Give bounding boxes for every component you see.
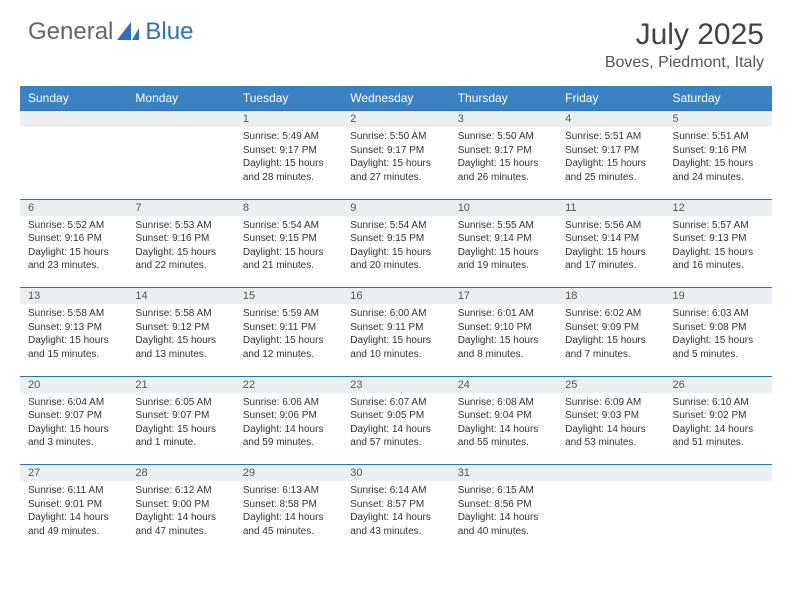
day-content-cell: Sunrise: 5:57 AMSunset: 9:13 PMDaylight:… [665,216,772,288]
day-content-cell: Sunrise: 5:56 AMSunset: 9:14 PMDaylight:… [557,216,664,288]
weekday-header: Thursday [450,86,557,111]
weekday-header-row: SundayMondayTuesdayWednesdayThursdayFrid… [20,86,772,111]
day-content-cell: Sunrise: 6:07 AMSunset: 9:05 PMDaylight:… [342,393,449,465]
day-number-cell: 26 [665,376,772,393]
day-number-cell: 2 [342,111,449,128]
day-number-cell: 9 [342,199,449,216]
day-number-cell: 29 [235,465,342,482]
day-content-row: Sunrise: 6:11 AMSunset: 9:01 PMDaylight:… [20,481,772,553]
weekday-header: Monday [127,86,234,111]
day-number-cell: 21 [127,376,234,393]
location-text: Boves, Piedmont, Italy [605,54,764,72]
day-content-row: Sunrise: 5:58 AMSunset: 9:13 PMDaylight:… [20,304,772,376]
day-number-cell [127,111,234,128]
day-number-cell: 12 [665,199,772,216]
day-content-cell: Sunrise: 5:59 AMSunset: 9:11 PMDaylight:… [235,304,342,376]
day-number-cell [20,111,127,128]
day-number-cell [665,465,772,482]
day-number-cell: 10 [450,199,557,216]
day-content-cell: Sunrise: 6:05 AMSunset: 9:07 PMDaylight:… [127,393,234,465]
day-content-cell: Sunrise: 5:50 AMSunset: 9:17 PMDaylight:… [342,127,449,199]
day-content-row: Sunrise: 6:04 AMSunset: 9:07 PMDaylight:… [20,393,772,465]
day-number-cell: 6 [20,199,127,216]
day-content-cell [665,481,772,553]
weekday-header: Tuesday [235,86,342,111]
day-number-cell: 19 [665,288,772,305]
day-number-cell: 16 [342,288,449,305]
weekday-header: Wednesday [342,86,449,111]
day-content-cell: Sunrise: 6:03 AMSunset: 9:08 PMDaylight:… [665,304,772,376]
weekday-header: Friday [557,86,664,111]
day-content-cell: Sunrise: 6:10 AMSunset: 9:02 PMDaylight:… [665,393,772,465]
day-number-cell: 13 [20,288,127,305]
day-number-row: 6789101112 [20,199,772,216]
brand-logo: General Blue [28,18,193,46]
day-number-cell: 4 [557,111,664,128]
day-content-cell: Sunrise: 5:55 AMSunset: 9:14 PMDaylight:… [450,216,557,288]
day-content-cell [127,127,234,199]
day-number-cell: 25 [557,376,664,393]
weekday-header: Saturday [665,86,772,111]
day-number-cell [557,465,664,482]
day-content-cell: Sunrise: 5:58 AMSunset: 9:13 PMDaylight:… [20,304,127,376]
calendar-table: SundayMondayTuesdayWednesdayThursdayFrid… [20,86,772,553]
day-number-cell: 11 [557,199,664,216]
day-number-row: 13141516171819 [20,288,772,305]
day-content-cell: Sunrise: 5:52 AMSunset: 9:16 PMDaylight:… [20,216,127,288]
day-number-cell: 14 [127,288,234,305]
day-number-cell: 1 [235,111,342,128]
day-content-cell [557,481,664,553]
day-number-cell: 24 [450,376,557,393]
day-number-cell: 31 [450,465,557,482]
day-number-cell: 18 [557,288,664,305]
day-content-cell: Sunrise: 6:08 AMSunset: 9:04 PMDaylight:… [450,393,557,465]
day-content-row: Sunrise: 5:49 AMSunset: 9:17 PMDaylight:… [20,127,772,199]
day-content-cell: Sunrise: 5:53 AMSunset: 9:16 PMDaylight:… [127,216,234,288]
day-content-cell: Sunrise: 6:14 AMSunset: 8:57 PMDaylight:… [342,481,449,553]
brand-part2: Blue [145,18,193,46]
day-number-cell: 27 [20,465,127,482]
day-number-cell: 15 [235,288,342,305]
day-content-cell: Sunrise: 5:54 AMSunset: 9:15 PMDaylight:… [342,216,449,288]
day-content-cell: Sunrise: 5:54 AMSunset: 9:15 PMDaylight:… [235,216,342,288]
day-number-cell: 20 [20,376,127,393]
day-number-cell: 17 [450,288,557,305]
title-block: July 2025 Boves, Piedmont, Italy [605,18,764,72]
day-content-cell: Sunrise: 6:11 AMSunset: 9:01 PMDaylight:… [20,481,127,553]
day-number-cell: 3 [450,111,557,128]
day-content-cell: Sunrise: 5:49 AMSunset: 9:17 PMDaylight:… [235,127,342,199]
day-content-cell: Sunrise: 5:51 AMSunset: 9:16 PMDaylight:… [665,127,772,199]
day-content-cell: Sunrise: 6:02 AMSunset: 9:09 PMDaylight:… [557,304,664,376]
day-number-cell: 5 [665,111,772,128]
day-content-cell: Sunrise: 5:50 AMSunset: 9:17 PMDaylight:… [450,127,557,199]
day-number-cell: 8 [235,199,342,216]
day-content-cell: Sunrise: 6:00 AMSunset: 9:11 PMDaylight:… [342,304,449,376]
day-content-cell: Sunrise: 6:01 AMSunset: 9:10 PMDaylight:… [450,304,557,376]
day-content-cell: Sunrise: 6:12 AMSunset: 9:00 PMDaylight:… [127,481,234,553]
day-number-cell: 28 [127,465,234,482]
day-number-cell: 7 [127,199,234,216]
weekday-header: Sunday [20,86,127,111]
day-number-cell: 23 [342,376,449,393]
day-number-row: 12345 [20,111,772,128]
day-number-cell: 30 [342,465,449,482]
day-content-cell: Sunrise: 6:04 AMSunset: 9:07 PMDaylight:… [20,393,127,465]
brand-logo-icon [115,20,143,45]
day-content-row: Sunrise: 5:52 AMSunset: 9:16 PMDaylight:… [20,216,772,288]
day-content-cell [20,127,127,199]
day-content-cell: Sunrise: 6:15 AMSunset: 8:56 PMDaylight:… [450,481,557,553]
day-content-cell: Sunrise: 5:58 AMSunset: 9:12 PMDaylight:… [127,304,234,376]
month-title: July 2025 [605,18,764,52]
day-number-row: 2728293031 [20,465,772,482]
day-content-cell: Sunrise: 5:51 AMSunset: 9:17 PMDaylight:… [557,127,664,199]
day-number-row: 20212223242526 [20,376,772,393]
day-content-cell: Sunrise: 6:09 AMSunset: 9:03 PMDaylight:… [557,393,664,465]
page-header: General Blue July 2025 Boves, Piedmont, … [0,0,792,78]
day-content-cell: Sunrise: 6:13 AMSunset: 8:58 PMDaylight:… [235,481,342,553]
brand-part1: General [28,18,113,46]
day-number-cell: 22 [235,376,342,393]
day-content-cell: Sunrise: 6:06 AMSunset: 9:06 PMDaylight:… [235,393,342,465]
